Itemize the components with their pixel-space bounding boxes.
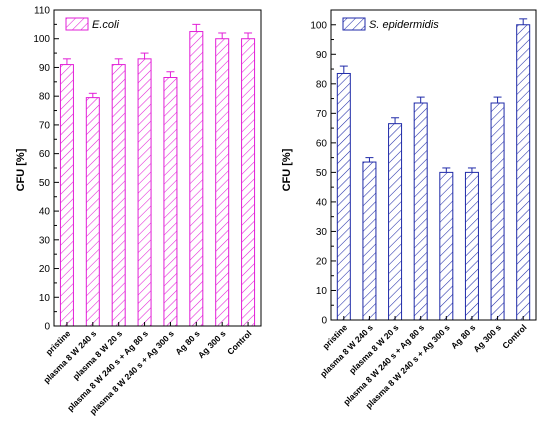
y-tick-label: 50 [316, 168, 328, 179]
y-tick-label: 10 [316, 286, 328, 297]
y-tick-label: 70 [39, 120, 51, 131]
y-ticks: 0 10 20 30 40 50 60 70 80 90 100 110 [33, 6, 59, 333]
y-ticks: 0 10 20 30 40 50 60 70 80 90 100 [310, 9, 336, 327]
y-tick-label: 100 [33, 34, 50, 45]
bars [336, 18, 531, 321]
legend-label: E.coli [92, 19, 119, 31]
y-tick-label: 0 [44, 322, 50, 333]
bar [439, 171, 454, 321]
y-tick-label: 60 [39, 149, 51, 160]
y-tick-label: 30 [316, 227, 328, 238]
bar [59, 64, 74, 327]
legend-label: S. epidermidis [369, 19, 439, 31]
bar [111, 64, 126, 327]
bar [516, 24, 531, 321]
y-tick-label: 40 [316, 197, 328, 208]
y-tick-label: 50 [39, 178, 51, 189]
legend: E.coli [65, 17, 119, 31]
y-tick-label: 40 [39, 207, 51, 218]
bar [215, 38, 230, 327]
y-tick-label: 90 [39, 63, 51, 74]
bar [85, 97, 100, 327]
chart-ecoli: CFU [%] 0 10 20 30 40 50 60 70 80 90 100 110 pristi… [15, 6, 262, 417]
plot-frame [53, 9, 262, 327]
y-tick-label: 0 [321, 316, 327, 327]
bar [388, 123, 403, 321]
y-tick-label: 20 [39, 264, 51, 275]
y-tick-label: 110 [34, 6, 50, 17]
bar [362, 161, 377, 321]
y-axis-label: CFU [%] [15, 148, 27, 191]
y-tick-label: 80 [316, 79, 328, 90]
plot-frame [330, 9, 537, 321]
legend-swatch [342, 17, 366, 31]
bar [189, 31, 204, 327]
legend-swatch [65, 17, 89, 31]
y-tick-label: 20 [316, 256, 328, 267]
y-axis-label: CFU [%] [281, 148, 293, 191]
y-tick-label: 100 [310, 20, 327, 31]
y-tick-label: 10 [39, 293, 51, 304]
x-tick-label: Control [225, 328, 253, 356]
y-tick-label: 60 [316, 138, 328, 149]
y-tick-label: 70 [316, 109, 328, 120]
y-tick-label: 80 [39, 92, 51, 103]
x-tick-label: Ag 300 s [196, 328, 228, 360]
bar [413, 102, 428, 321]
x-tick-label: Control [500, 322, 528, 350]
bar [163, 77, 178, 327]
y-tick-label: 30 [39, 235, 51, 246]
chart-s-epidermidis: CFU [%] 0 10 20 30 40 50 60 70 80 90 100 pristinep… [281, 9, 537, 411]
bar [336, 72, 351, 321]
bar [464, 171, 479, 321]
x-tick-label: Ag 300 s [471, 322, 503, 354]
y-tick-label: 90 [316, 50, 328, 61]
bar [490, 102, 505, 321]
bar [137, 58, 152, 327]
bar [241, 38, 256, 327]
legend: S. epidermidis [342, 17, 439, 31]
bars [59, 23, 256, 327]
